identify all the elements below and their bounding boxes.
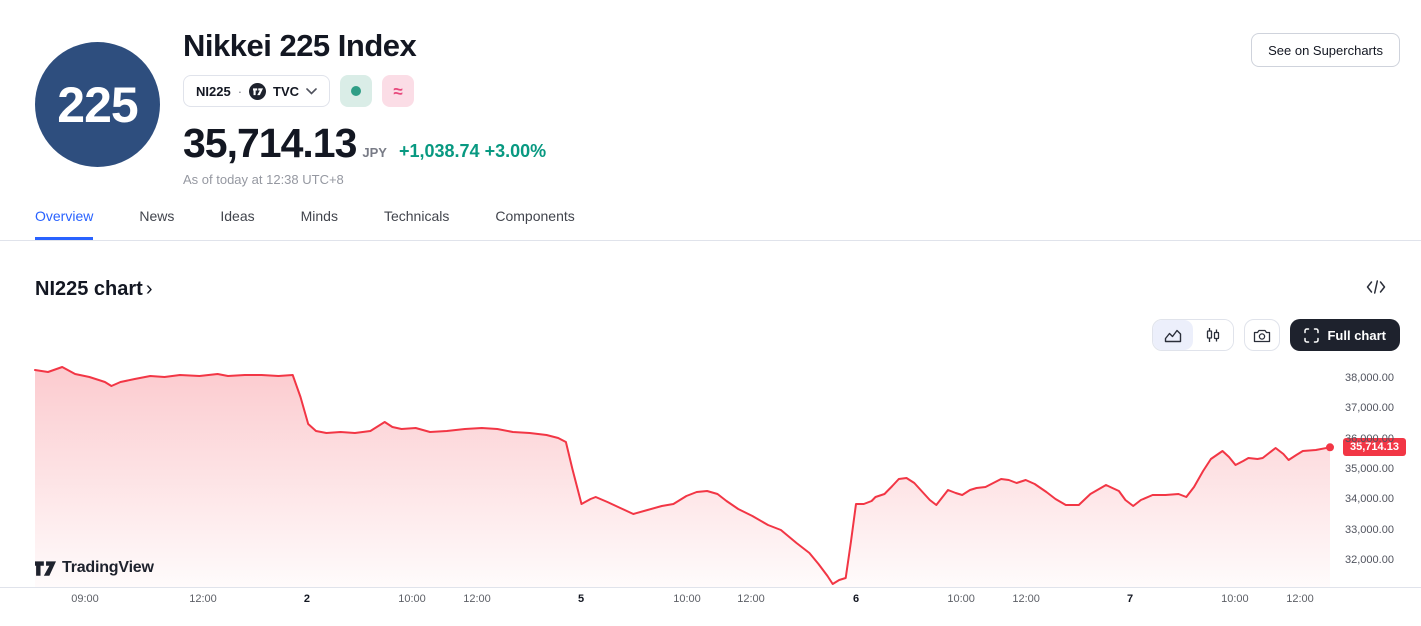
tab-technicals[interactable]: Technicals	[383, 208, 450, 224]
symbol-header: 225 Nikkei 225 Index NI225 · TVC	[0, 0, 1421, 208]
last-price-marker	[1326, 443, 1334, 452]
price-axis-label: 37,000.00	[1345, 402, 1394, 415]
symbol-logo-text: 225	[57, 76, 138, 133]
full-chart-button[interactable]: Full chart	[1290, 319, 1400, 351]
chart-toolbar: Full chart	[0, 319, 1400, 351]
price-axis-label: 34,000.00	[1345, 493, 1394, 506]
tab-ideas[interactable]: Ideas	[220, 208, 255, 224]
price-axis-label: 36,000.00	[1345, 432, 1394, 445]
symbol-logo: 225	[35, 42, 160, 167]
price-axis-label: 35,000.00	[1345, 463, 1394, 475]
area-series	[34, 366, 1334, 587]
price-axis-label: 33,000.00	[1345, 523, 1394, 536]
price-row: 35,714.13 JPY +1,038.74 +3.00%	[183, 120, 546, 167]
time-axis-label: 10:00	[1221, 593, 1249, 605]
symbol-ticker: NI225	[196, 83, 231, 99]
exchange-label: TVC	[273, 83, 300, 99]
camera-icon	[1254, 329, 1271, 342]
area-chart-icon	[1165, 329, 1182, 342]
time-axis-label: 12:00	[463, 593, 491, 605]
chevron-right-icon: ›	[145, 278, 153, 300]
time-axis-label: 12:00	[737, 593, 765, 605]
snapshot-button[interactable]	[1244, 319, 1281, 351]
time-axis-day-label: 7	[1127, 593, 1134, 605]
candles-chart-type-button[interactable]	[1193, 320, 1234, 350]
area-chart-type-button[interactable]	[1153, 320, 1194, 350]
time-axis-label: 09:00	[71, 593, 99, 605]
code-icon	[1366, 280, 1386, 294]
chart-section-header: NI225 chart ›	[35, 278, 1386, 301]
tradingview-wordmark: TradingView	[62, 559, 154, 576]
time-axis-label: 12:00	[189, 593, 217, 605]
symbol-row: NI225 · TVC ≈	[183, 75, 546, 107]
as-of-timestamp: As of today at 12:38 UTC+8	[183, 172, 344, 187]
tab-minds[interactable]: Minds	[300, 208, 338, 224]
last-price: 35,714.13	[183, 120, 357, 166]
embed-code-button[interactable]	[1366, 280, 1386, 294]
time-axis-label: 12:00	[1286, 593, 1314, 605]
symbol-tabs: Overview News Ideas Minds Technicals Com…	[0, 208, 1421, 241]
symbol-separator: ·	[237, 83, 243, 99]
tab-news[interactable]: News	[139, 208, 175, 224]
price-axis-label: 32,000.00	[1345, 554, 1394, 566]
price-chart: TradingView 35,714.13 38,000.00 37,000.00…	[0, 362, 1421, 624]
see-on-supercharts-button[interactable]: See on Supercharts	[1251, 33, 1400, 67]
symbol-selector[interactable]: NI225 · TVC	[183, 75, 331, 107]
price-axis-label: 38,000.00	[1345, 372, 1394, 384]
time-axis-label: 10:00	[673, 593, 701, 605]
price-change: +1,038.74 +3.00%	[399, 141, 546, 162]
approx-icon: ≈	[393, 81, 403, 101]
tradingview-attribution[interactable]: TradingView	[35, 559, 154, 577]
last-price-badge: 35,714.13	[1343, 438, 1406, 457]
change-absolute: +1,038.74	[398, 141, 480, 161]
change-percent: +3.00%	[484, 141, 547, 161]
time-axis-label: 10:00	[398, 593, 426, 605]
currency-label: JPY	[362, 145, 387, 160]
market-status-badge[interactable]	[340, 75, 373, 107]
time-axis-day-label: 5	[577, 593, 585, 605]
market-open-dot-icon	[351, 86, 362, 96]
time-axis-label: 12:00	[1012, 593, 1040, 605]
chart-axis-separator	[0, 587, 1421, 588]
chart-plot-area[interactable]: TradingView	[34, 362, 1334, 587]
time-axis-day-label: 2	[303, 593, 310, 605]
approx-values-badge[interactable]: ≈	[382, 75, 415, 107]
full-chart-label: Full chart	[1327, 327, 1386, 343]
tradingview-mark-icon	[35, 561, 56, 576]
tab-components[interactable]: Components	[495, 208, 575, 224]
symbol-info: Nikkei 225 Index NI225 · TVC	[183, 28, 546, 187]
time-axis-label: 10:00	[947, 593, 975, 605]
chevron-down-icon	[306, 87, 317, 95]
chart-section-title-link[interactable]: NI225 chart ›	[35, 278, 153, 301]
time-axis-day-label: 6	[852, 593, 860, 605]
chart-type-switcher	[1152, 319, 1235, 351]
time-axis[interactable]: 09:00 12:00 2 10:00 12:00 5 10:00 12:00 6 10:00 12…	[35, 593, 1330, 613]
tradingview-logo-icon	[249, 82, 267, 100]
tab-overview[interactable]: Overview	[35, 208, 94, 240]
candles-chart-icon	[1207, 327, 1220, 342]
page-title: Nikkei 225 Index	[183, 28, 417, 63]
fullscreen-icon	[1304, 327, 1320, 343]
chart-section-title: NI225 chart	[35, 278, 143, 300]
price-axis[interactable]: 35,714.13 38,000.00 37,000.00 36,000.00 35,…	[1330, 362, 1421, 587]
